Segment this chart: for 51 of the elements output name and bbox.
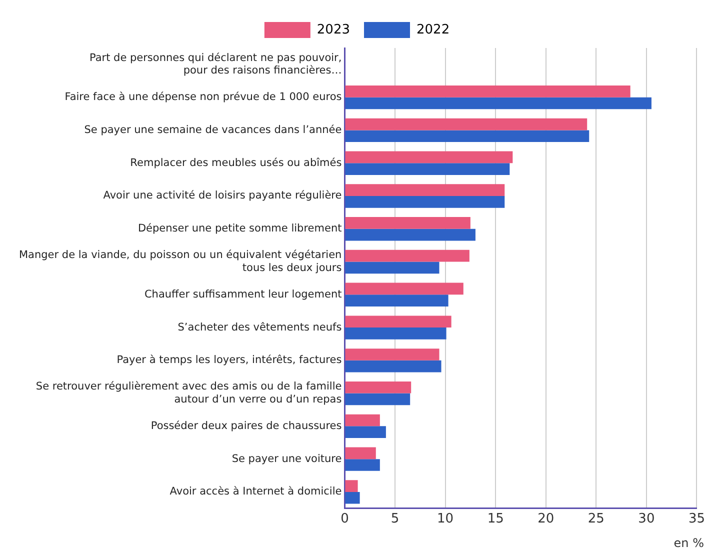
x-tick-label: 5 [390,512,400,527]
y-tick-label: Remplacer des meubles usés ou abîmés [130,156,342,169]
y-tick-label: Avoir accès à Internet à domicile [170,486,342,498]
y-tick-label: Se retrouver régulièrement avec des amis ou de la famille autour d’un verre ou d’un repas [36,380,342,406]
bar [345,426,386,438]
bar [345,250,470,262]
bar [345,381,412,394]
y-tick-label: Posséder deux paires de chaussures [150,420,342,432]
x-tick-label: 25 [588,512,604,527]
y-tick-label: Payer à temps les loyers, intérêts, factures [116,354,342,366]
x-tick-label: 30 [638,512,655,527]
bar [345,492,360,504]
bar [345,316,452,328]
y-tick-label: Se payer une semaine de vacances dans l’année [84,124,342,136]
bar [345,447,376,460]
bar [345,151,513,164]
bar [345,228,476,241]
bar [345,480,358,492]
bar [345,348,440,360]
bar [345,294,448,306]
bar [345,184,505,196]
bar [345,459,380,471]
x-tick-label: 10 [437,512,454,527]
bar [345,163,510,175]
y-tick-label: Manger de la viande, du poisson ou un équivalent végétarien tous les deux jours [18,249,342,274]
y-tick-label: Chauffer suffisamment leur logement [144,288,342,300]
y-tick-label: Dépenser une petite somme librement [138,222,342,235]
y-tick-label: Se payer une voiture [232,452,342,465]
bar [345,414,380,426]
y-tick-label: S’acheter des vêtements neufs [178,321,342,334]
x-tick-label: 20 [538,512,554,527]
bar [345,196,505,208]
bar [345,282,464,295]
bar [345,360,442,372]
legend-label: 2023 [316,22,350,38]
x-tick-label: 35 [688,512,705,527]
bar [345,393,410,406]
bar [345,118,588,130]
bar [345,97,652,110]
bar [345,130,590,142]
y-tick-label: Faire face à une dépense non prévue de 1 000 euros [64,91,342,104]
bar [345,262,440,274]
y-tick-label: Avoir une activité de loisirs payante régulière [103,190,342,202]
text: en % [674,536,704,550]
bar [345,328,446,340]
bar [345,217,470,229]
x-tick-label: 0 [340,512,349,527]
y-tick-label: Part de personnes qui déclarent ne pas pouvoir, pour des raisons financières… [89,52,342,76]
x-tick-label: 15 [487,512,504,527]
bar [345,85,630,98]
legend-label: 2022 [416,22,450,38]
